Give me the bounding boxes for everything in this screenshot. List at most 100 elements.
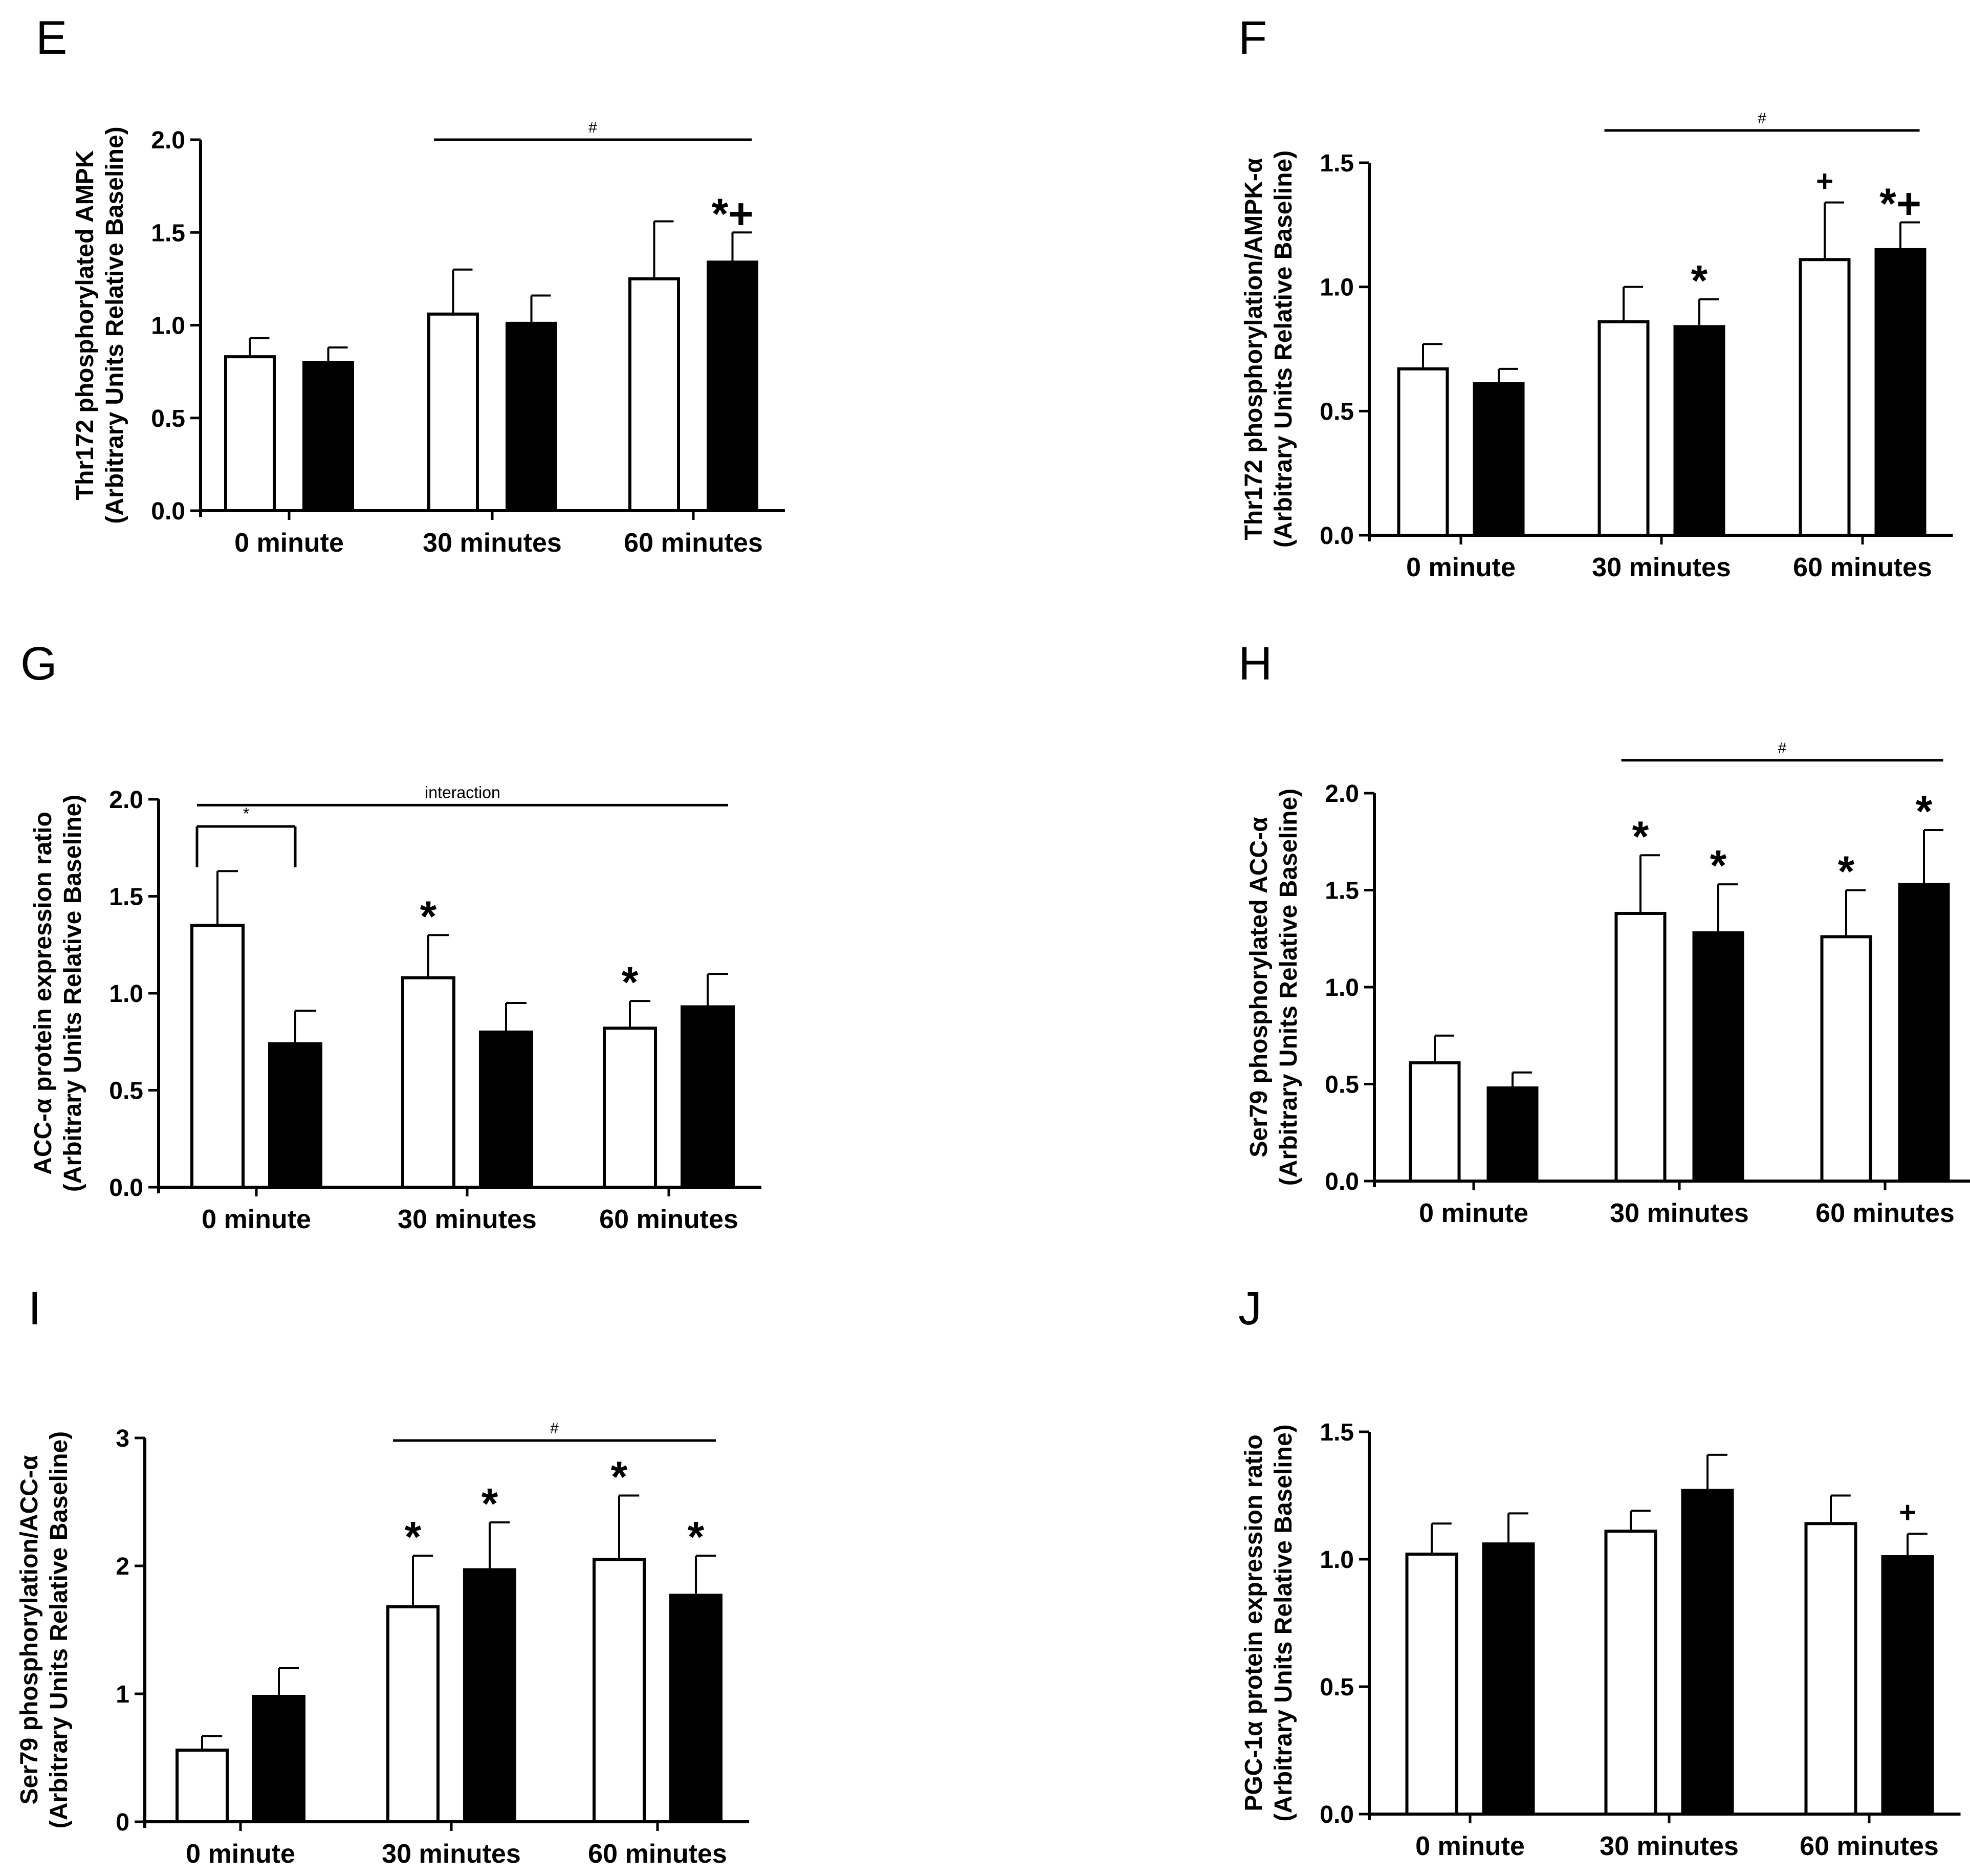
panel-letter: J [1238,1282,1262,1335]
bar-filled [479,1030,533,1189]
panel-F: F 0.0 0.5 1.0 1.5 0 minute 30 minutes 60 minute… [1238,12,1953,582]
significance-mark: *+ [1879,179,1921,227]
panel-I: I 0 1 2 3 0 minute 30 minutes 60 minutes Ser79 p… [16,1282,749,1869]
bar-filled [1673,325,1725,537]
y-tick-label: 0.0 [109,1174,143,1202]
panel-E: E 0.0 0.5 1.0 1.5 2.0 0 minute 30 minutes 60 min… [36,12,785,558]
bar-open [1804,1522,1857,1816]
x-tick-label: 30 minutes [1592,553,1731,582]
bar-open [427,312,479,512]
x-tick-label: 0 minute [1419,1198,1528,1228]
y-tick-label: 3 [116,1425,129,1452]
y-tick-label: 2.0 [151,127,185,154]
bar-open [1409,1061,1461,1183]
y-tick-label: 1.5 [1320,150,1354,177]
x-tick-label: 60 minutes [599,1205,738,1234]
bar-open [386,1605,440,1823]
bar-filled [302,361,354,512]
significance-mark: * [481,1479,498,1528]
x-tick-label: 30 minutes [382,1839,521,1869]
panel-letter: I [28,1282,41,1335]
y-tick-label: 1.0 [1320,1546,1354,1574]
bar-open [1405,1553,1458,1816]
bar-open [603,1027,657,1189]
y-axis-label: Ser79 phosphorylated ACC-α [1245,817,1273,1158]
significance-mark: * [622,958,639,1006]
bar-filled [268,1042,322,1189]
bar-open [1820,935,1872,1183]
bar-filled [252,1695,305,1823]
panel-letter: G [20,638,57,690]
bar-filled [1881,1555,1934,1816]
bar-open [224,355,276,512]
y-tick-label: 1.5 [109,884,143,911]
bar-filled [1692,931,1744,1183]
y-tick-label: 0.5 [1320,398,1354,425]
y-tick-label: 0.5 [1325,1072,1359,1099]
y-axis-label: PGC-1α protein expression ratio [1240,1434,1267,1811]
bar-filled [1874,248,1927,537]
y-tick-label: 0 [116,1809,129,1836]
x-tick-label: 60 minutes [624,528,763,558]
x-tick-label: 0 minute [1406,553,1516,582]
x-tick-label: 0 minute [202,1205,311,1234]
y-tick-label: 2.0 [1325,780,1359,808]
bar-filled [681,1005,735,1189]
x-tick-label: 0 minute [1415,1831,1525,1861]
significance-mark: * [1691,256,1708,304]
bar-filled [463,1568,516,1823]
bar-filled [1473,382,1525,537]
y-tick-label: 1.0 [1325,974,1359,1001]
bar-filled [1681,1489,1734,1816]
significance-mark: * [405,1513,422,1561]
y-tick-label: 0.0 [151,498,185,525]
panel-letter: E [36,12,67,64]
significance-mark: * [1916,787,1933,835]
bar-filled [1898,883,1950,1183]
bar-open [190,924,245,1189]
y-tick-label: 2 [116,1553,129,1580]
bar-filled [1482,1542,1535,1816]
bar-open [1397,367,1449,537]
panel-J: J 0.0 0.5 1.0 1.5 0 minute 30 minutes 60 minute… [1238,1282,1961,1861]
y-tick-label: 0.0 [1320,522,1354,550]
y-tick-label: 0.0 [1325,1168,1359,1195]
y-axis-label: (Arbitrary Units Relative Baseline) [1270,150,1297,548]
y-tick-label: 1.5 [1320,1419,1354,1446]
y-tick-label: 0.5 [1320,1674,1354,1701]
y-axis-label: (Arbitrary Units Relative Baseline) [46,1431,73,1828]
panel-H: H 0.0 0.5 1.0 1.5 2.0 0 minute 30 minutes 60 min… [1238,638,1970,1228]
bar-open [628,277,680,512]
x-tick-label: 60 minutes [1815,1198,1955,1228]
y-axis-label: ACC-α protein expression ratio [30,812,57,1175]
y-axis-label: (Arbitrary Units Relative Baseline) [101,126,128,523]
significance-label: # [1758,110,1766,127]
y-tick-label: 1.0 [1320,274,1354,301]
y-axis-label: Thr172 phosphorylation/AMPK-α [1240,158,1267,540]
x-tick-label: 60 minutes [588,1839,727,1869]
significance-mark: * [1632,812,1649,860]
bar-open [176,1749,229,1823]
x-tick-label: 60 minutes [1793,553,1932,582]
x-tick-label: 30 minutes [423,528,562,558]
x-tick-label: 30 minutes [1600,1831,1739,1861]
panel-G: G 0.0 0.5 1.0 1.5 2.0 0 minute 30 minutes 60 min… [20,638,761,1234]
significance-mark: *+ [712,189,754,237]
y-tick-label: 1.5 [151,220,185,247]
y-tick-label: 0.5 [109,1078,143,1105]
y-axis-label: (Arbitrary Units Relative Baseline) [1270,1424,1297,1821]
significance-label: * [243,804,249,823]
y-tick-label: 1 [116,1681,129,1708]
y-tick-label: 1.5 [1325,878,1359,905]
significance-label: interaction [425,783,500,801]
y-axis-label: (Arbitrary Units Relative Baseline) [1275,789,1302,1186]
y-tick-label: 2.0 [109,787,143,814]
significance-mark: + [1816,165,1833,198]
y-tick-label: 0.5 [151,405,185,432]
panel-letter: H [1238,638,1272,690]
bar-open [1597,320,1650,537]
bar-open [1614,911,1667,1183]
panel-letter: F [1238,12,1267,64]
x-tick-label: 0 minute [234,528,344,558]
